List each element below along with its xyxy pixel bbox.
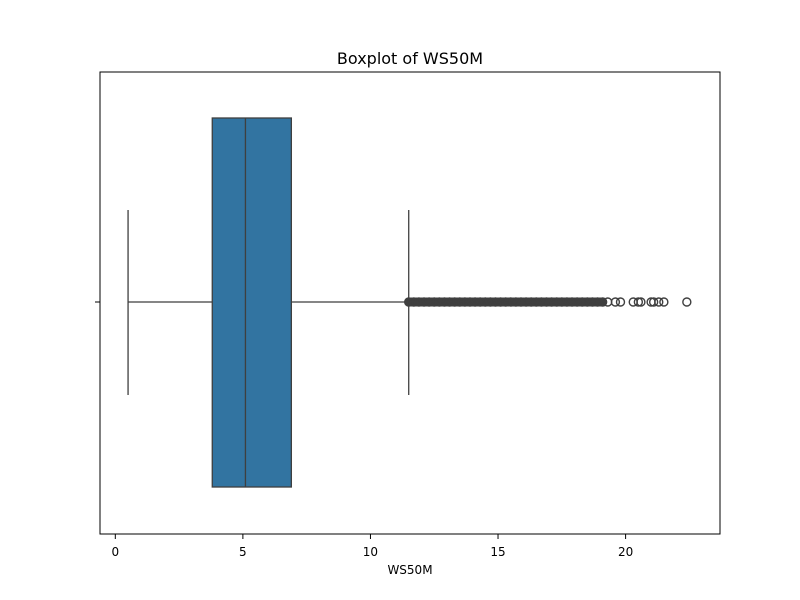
outlier-point <box>439 297 450 307</box>
outlier-point <box>444 297 455 307</box>
outlier-point <box>546 297 557 307</box>
outlier-point <box>562 297 572 307</box>
outlier-point <box>526 297 536 307</box>
x-axis: 0 5 10 15 20 <box>111 534 633 559</box>
outlier-point <box>557 297 567 307</box>
outlier-point <box>536 297 547 307</box>
interquartile-box <box>211 117 293 488</box>
outlier-point <box>495 297 506 307</box>
outlier-point <box>521 297 531 307</box>
outlier-point <box>434 297 445 307</box>
outlier-point <box>659 297 669 307</box>
outlier-point <box>429 297 439 307</box>
box-marks <box>127 117 692 488</box>
outlier-point <box>572 297 582 307</box>
outlier-point <box>404 297 414 307</box>
outlier-point <box>592 297 603 307</box>
outlier-point <box>511 297 521 307</box>
x-tick-label: 20 <box>618 545 633 559</box>
outlier-point <box>470 297 480 307</box>
x-tick-label: 15 <box>490 545 505 559</box>
outlier-point <box>552 297 562 307</box>
outlier-point <box>636 297 646 307</box>
outlier-point <box>465 297 475 307</box>
outlier-point <box>414 297 424 307</box>
x-tick-label: 0 <box>111 545 119 559</box>
outlier-point <box>531 297 541 307</box>
outlier-point <box>567 297 577 307</box>
x-tick-label: 5 <box>239 545 247 559</box>
outlier-point <box>516 297 526 307</box>
outlier-point <box>460 297 470 307</box>
chart-title: Boxplot of WS50M <box>337 49 483 68</box>
outlier-point <box>449 297 460 307</box>
outlier-point <box>654 297 664 307</box>
outlier-point <box>500 297 511 307</box>
outlier-point <box>541 297 552 307</box>
outlier-point <box>610 297 621 307</box>
outlier-point <box>633 297 644 307</box>
outlier-point <box>419 297 429 307</box>
outlier-point <box>485 297 496 307</box>
outlier-point <box>582 297 593 307</box>
x-axis-label: WS50M <box>387 563 432 577</box>
outlier-point <box>480 297 490 307</box>
x-tick-label: 10 <box>363 545 378 559</box>
outlier-point <box>490 297 501 307</box>
outlier-point <box>597 297 608 307</box>
plot-area-frame <box>99 71 721 535</box>
outlier-point <box>587 297 598 307</box>
outlier-point <box>409 297 419 307</box>
outlier-point <box>455 297 465 307</box>
outlier-point <box>424 297 434 307</box>
outlier-point <box>475 297 485 307</box>
outlier-point <box>506 297 516 307</box>
outlier-point <box>615 297 626 307</box>
outlier-point <box>682 297 692 307</box>
outlier-point <box>577 297 587 307</box>
outlier-point <box>648 297 659 307</box>
